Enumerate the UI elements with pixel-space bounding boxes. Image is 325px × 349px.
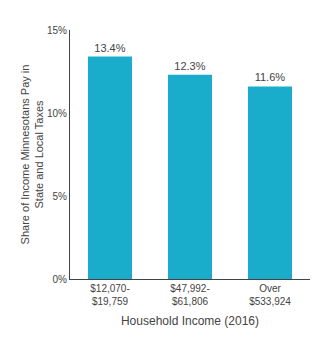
svg-text:0%: 0% [53,274,68,285]
svg-text:Household Income (2016): Household Income (2016) [121,314,259,328]
svg-text:Share of Income Minnesotans Pa: Share of Income Minnesotans Pay inState … [19,65,45,245]
svg-text:13.4%: 13.4% [94,42,125,54]
svg-text:15%: 15% [47,25,67,36]
svg-text:11.6%: 11.6% [255,71,286,83]
svg-text:5%: 5% [53,191,68,202]
svg-text:12.3%: 12.3% [174,60,205,72]
svg-text:10%: 10% [47,108,67,119]
svg-text:Over$533,924: Over$533,924 [249,283,291,307]
svg-text:$12,070-$19,759: $12,070-$19,759 [90,283,129,307]
svg-text:$47,992-$61,806: $47,992-$61,806 [170,283,209,307]
